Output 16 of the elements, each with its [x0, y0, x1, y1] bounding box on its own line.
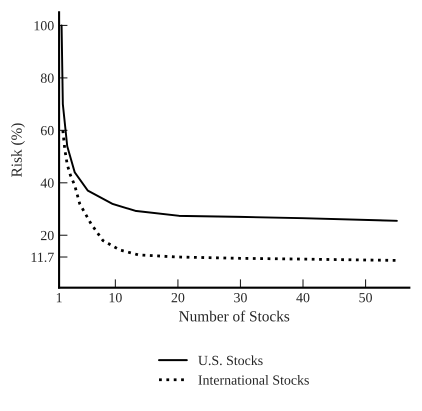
x-tick-label: 1 — [56, 293, 62, 302]
legend-label: International Stocks — [198, 374, 309, 385]
x-tick-label: 50 — [359, 292, 372, 302]
y-tick-label: 60 — [40, 126, 54, 136]
x-tick-label: 30 — [234, 292, 247, 302]
y-tick-label: 100 — [34, 21, 54, 30]
y-tick-label: 80 — [40, 73, 54, 83]
x-tick-label: 20 — [172, 292, 184, 302]
y-tick-label: 11.7 — [32, 252, 54, 262]
y-tick-label: 20 — [40, 230, 54, 240]
x-axis-title: Number of Stocks — [179, 310, 290, 322]
legend-label: U.S. Stocks — [198, 355, 263, 366]
y-axis-title: Risk (%) — [11, 123, 25, 177]
x-tick-label: 10 — [110, 292, 122, 302]
y-tick-label: 40 — [40, 178, 54, 188]
x-tick-label: 40 — [296, 292, 310, 302]
